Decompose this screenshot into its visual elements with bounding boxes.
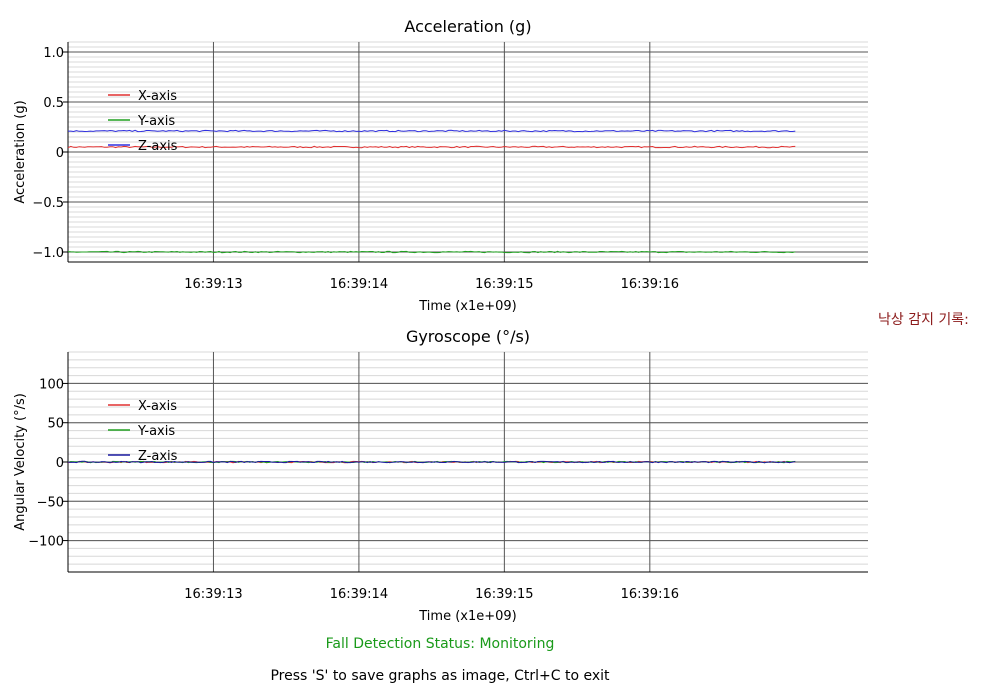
legend-label: X-axis <box>138 399 177 414</box>
y-axis-label: Angular Velocity (°/s) <box>13 393 28 531</box>
y-tick-label: 0 <box>56 146 64 161</box>
y-tick-label: 50 <box>47 417 64 432</box>
x-axis-label: Time (x1e+09) <box>418 609 517 624</box>
y-tick-label: −0.5 <box>32 196 64 211</box>
y-tick-label: −50 <box>37 495 64 510</box>
x-tick-label: 16:39:15 <box>475 587 533 602</box>
legend-label: Y-axis <box>137 424 175 439</box>
y-axis-label: Acceleration (g) <box>13 100 28 203</box>
legend-label: Z-axis <box>138 449 178 464</box>
x-tick-label: 16:39:14 <box>330 277 388 292</box>
series-line-z-axis <box>67 460 796 464</box>
legend-label: Y-axis <box>137 114 175 129</box>
fall-log-label: 낙상 감지 기록: <box>878 312 969 328</box>
x-tick-label: 16:39:13 <box>184 277 242 292</box>
y-tick-label: −100 <box>28 535 64 550</box>
y-tick-label: 0.5 <box>43 96 64 111</box>
series-line-x-axis <box>67 145 796 149</box>
x-tick-label: 16:39:15 <box>475 277 533 292</box>
y-tick-label: −1.0 <box>32 246 64 261</box>
chart-gyroscope: 100 50 0 −50 −100 16:39:13 16:39:14 16:39:15 16:… <box>13 327 868 624</box>
chart-title: Acceleration (g) <box>404 17 531 36</box>
x-tick-label: 16:39:16 <box>621 277 679 292</box>
legend-label: X-axis <box>138 89 177 104</box>
fall-detection-status: Fall Detection Status: Monitoring <box>325 636 555 652</box>
y-tick-label: 100 <box>39 377 64 392</box>
chart-acceleration: 1.0 0.5 0 −0.5 −1.0 16:39:13 16:39:14 16:39:15 1… <box>13 17 868 314</box>
chart-title: Gyroscope (°/s) <box>406 327 530 346</box>
series-line-y-axis <box>67 250 796 254</box>
x-tick-label: 16:39:14 <box>330 587 388 602</box>
y-tick-label: 1.0 <box>43 46 64 61</box>
legend-label: Z-axis <box>138 139 178 154</box>
y-tick-label: 0 <box>56 456 64 471</box>
x-axis-label: Time (x1e+09) <box>418 299 517 314</box>
x-tick-label: 16:39:16 <box>621 587 679 602</box>
keyboard-hint: Press 'S' to save graphs as image, Ctrl+… <box>270 668 610 684</box>
x-tick-label: 16:39:13 <box>184 587 242 602</box>
series-line-z-axis <box>68 129 796 133</box>
